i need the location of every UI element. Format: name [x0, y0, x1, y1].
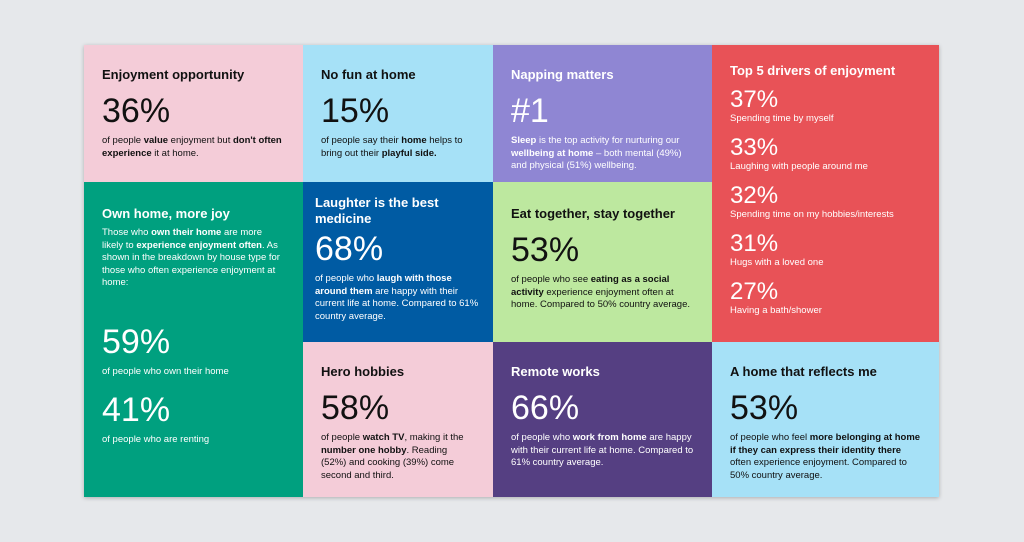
driver-item: 32% Spending time on my hobbies/interest… — [730, 183, 921, 221]
tile-description: of people who work from home are happy w… — [511, 432, 694, 468]
driver-label: Spending time by myself — [730, 113, 834, 124]
tile-reflects-me: A home that reflects me 53% of people wh… — [712, 342, 939, 497]
tile-description: Those who own their home are more likely… — [102, 227, 280, 288]
tile-description: of people who see eating as a social act… — [511, 274, 691, 310]
tile-top-drivers: Top 5 drivers of enjoyment 37% Spending … — [712, 45, 939, 342]
driver-item: 37% Spending time by myself — [730, 87, 921, 125]
big-stat: 15% — [321, 92, 390, 130]
tile-title: Hero hobbies — [321, 364, 405, 379]
tile-title: Top 5 drivers of enjoyment — [730, 63, 896, 78]
tile-no-fun-at-home: No fun at home 15% of people say their h… — [303, 45, 493, 182]
tile-title: Own home, more joy — [102, 206, 230, 221]
tile-title: Enjoyment opportunity — [102, 67, 245, 82]
driver-item: 27% Having a bath/shower — [730, 279, 921, 317]
tile-title: Eat together, stay together — [511, 206, 675, 221]
renters-stat: 41% — [102, 391, 171, 429]
tile-title: No fun at home — [321, 67, 416, 82]
tile-own-home: Own home, more joy Those who own their h… — [84, 182, 303, 497]
tile-description: of people value enjoyment but don't ofte… — [102, 135, 282, 159]
tile-description: Sleep is the top activity for nurturing … — [511, 135, 682, 171]
driver-label: Spending time on my hobbies/interests — [730, 209, 894, 220]
driver-value: 37% — [730, 86, 779, 113]
big-stat: 68% — [315, 230, 384, 268]
tile-title: Remote works — [511, 364, 600, 379]
tile-title: A home that reflects me — [730, 364, 877, 379]
owners-stat: 59% — [102, 322, 171, 361]
driver-label: Hugs with a loved one — [730, 257, 824, 268]
tile-enjoyment-opportunity: Enjoyment opportunity 36% of people valu… — [84, 45, 303, 182]
driver-item: 33% Laughing with people around me — [730, 135, 921, 173]
tile-laughter: Laughter is the best medicine 68% of peo… — [303, 182, 493, 342]
driver-item: 31% Hugs with a loved one — [730, 231, 921, 269]
driver-label: Having a bath/shower — [730, 305, 822, 316]
big-stat: 53% — [511, 231, 580, 269]
big-stat: 66% — [511, 389, 580, 427]
tile-remote-works: Remote works 66% of people who work from… — [493, 342, 712, 497]
driver-value: 33% — [730, 134, 779, 161]
infographic-board: Enjoyment opportunity 36% of people valu… — [84, 45, 939, 497]
tile-description: of people who feel more belonging at hom… — [730, 432, 921, 481]
tile-title: Laughter is the best medicine — [315, 195, 439, 226]
tile-description: of people say their home helps to bring … — [321, 135, 463, 159]
tile-description: of people watch TV, making it the number… — [321, 432, 464, 481]
driver-value: 27% — [730, 278, 779, 305]
big-stat: 53% — [730, 389, 799, 427]
big-stat: 58% — [321, 389, 390, 427]
big-stat: 36% — [102, 92, 171, 130]
tile-napping-matters: Napping matters #1 Sleep is the top acti… — [493, 45, 712, 182]
big-stat: #1 — [511, 92, 549, 130]
renters-label: of people who are renting — [102, 434, 210, 445]
tile-hero-hobbies: Hero hobbies 58% of people watch TV, mak… — [303, 342, 493, 497]
driver-label: Laughing with people around me — [730, 161, 868, 172]
owners-label: of people who own their home — [102, 365, 229, 377]
tile-title: Napping matters — [511, 67, 614, 82]
driver-value: 32% — [730, 182, 779, 209]
driver-value: 31% — [730, 230, 779, 257]
tile-eat-together: Eat together, stay together 53% of peopl… — [493, 182, 712, 342]
tile-description: of people who laugh with those around th… — [315, 273, 479, 322]
